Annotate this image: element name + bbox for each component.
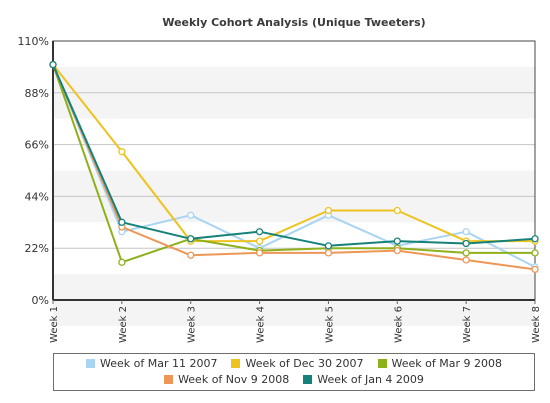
data-point bbox=[324, 249, 333, 257]
data-point bbox=[324, 242, 333, 250]
data-point bbox=[462, 228, 470, 236]
data-point bbox=[393, 246, 401, 255]
legend-swatch bbox=[86, 359, 95, 368]
legend-label: Week of Mar 9 2008 bbox=[391, 357, 502, 370]
data-point bbox=[531, 235, 539, 243]
series-polyline bbox=[52, 64, 536, 247]
x-tick-label: Week 8 bbox=[531, 306, 542, 343]
legend-label: Week of Mar 11 2007 bbox=[100, 357, 218, 370]
data-point bbox=[118, 258, 126, 266]
legend-swatch bbox=[164, 375, 174, 384]
data-point bbox=[393, 206, 401, 215]
data-point bbox=[393, 237, 401, 245]
legend-swatch bbox=[231, 359, 241, 368]
x-tick-label: Week 5 bbox=[324, 306, 335, 343]
legend-label: Week of Nov 9 2008 bbox=[178, 373, 290, 386]
data-point bbox=[531, 265, 539, 274]
data-point bbox=[187, 235, 195, 243]
data-point bbox=[118, 218, 126, 226]
legend-swatch bbox=[303, 375, 313, 384]
y-axis-ticks: 110% 88% 66% 44% 22% 0% bbox=[18, 35, 49, 307]
legend-item[interactable]: Week of Mar 9 2008 bbox=[377, 357, 502, 370]
x-tick-label: Week 3 bbox=[187, 306, 198, 343]
data-point bbox=[187, 211, 195, 219]
plot-background bbox=[53, 41, 535, 326]
x-tick-label: Week 2 bbox=[118, 306, 129, 343]
y-tick-label: 110% bbox=[18, 35, 49, 48]
x-axis-ticks: Week 1 Week 2 Week 3 Week 4 Week 5 Week 6 Week… bbox=[49, 300, 542, 343]
y-tick-label: 22% bbox=[25, 242, 49, 255]
data-point bbox=[462, 256, 470, 264]
series-polyline bbox=[52, 63, 535, 243]
legend-item[interactable]: Week of Jan 4 2009 bbox=[303, 373, 424, 386]
x-tick-label: Week 7 bbox=[462, 306, 473, 343]
legend-row: Week of Mar 11 2007 Week of Dec 30 2007 We… bbox=[54, 357, 534, 370]
legend: Week of Mar 11 2007 Week of Dec 30 2007 We… bbox=[53, 353, 535, 391]
data-point bbox=[118, 148, 126, 156]
data-point bbox=[255, 237, 264, 245]
data-point bbox=[462, 249, 470, 257]
legend-item[interactable]: Week of Nov 9 2008 bbox=[164, 373, 289, 386]
series-line bbox=[49, 60, 539, 250]
y-tick-label: 0% bbox=[32, 294, 49, 307]
data-point bbox=[255, 228, 264, 236]
legend-item[interactable]: Week of Mar 11 2007 bbox=[86, 357, 217, 370]
series-polyline bbox=[52, 64, 536, 271]
series-polyline bbox=[52, 64, 536, 268]
data-point bbox=[531, 249, 539, 257]
x-tick-label: Week 1 bbox=[49, 306, 60, 343]
x-tick-label: Week 4 bbox=[256, 306, 267, 343]
data-point bbox=[462, 239, 470, 248]
legend-swatch bbox=[377, 359, 387, 368]
series-line bbox=[49, 60, 539, 274]
legend-label: Week of Jan 4 2009 bbox=[317, 373, 424, 386]
y-tick-label: 66% bbox=[25, 139, 49, 152]
x-tick-label: Week 6 bbox=[393, 306, 404, 343]
legend-row: Week of Nov 9 2008 Week of Jan 4 2009 bbox=[54, 373, 534, 386]
data-point bbox=[49, 60, 57, 69]
legend-item[interactable]: Week of Dec 30 2007 bbox=[231, 357, 364, 370]
series-polyline bbox=[52, 64, 535, 264]
data-point bbox=[324, 206, 333, 215]
y-tick-label: 88% bbox=[25, 87, 49, 100]
y-tick-label: 44% bbox=[25, 190, 49, 203]
chart-title: Weekly Cohort Analysis (Unique Tweeters) bbox=[162, 16, 425, 29]
data-point bbox=[187, 251, 195, 259]
axes bbox=[52, 40, 536, 301]
legend-label: Week of Dec 30 2007 bbox=[245, 357, 364, 370]
data-point bbox=[255, 249, 264, 257]
series-group bbox=[49, 60, 539, 274]
